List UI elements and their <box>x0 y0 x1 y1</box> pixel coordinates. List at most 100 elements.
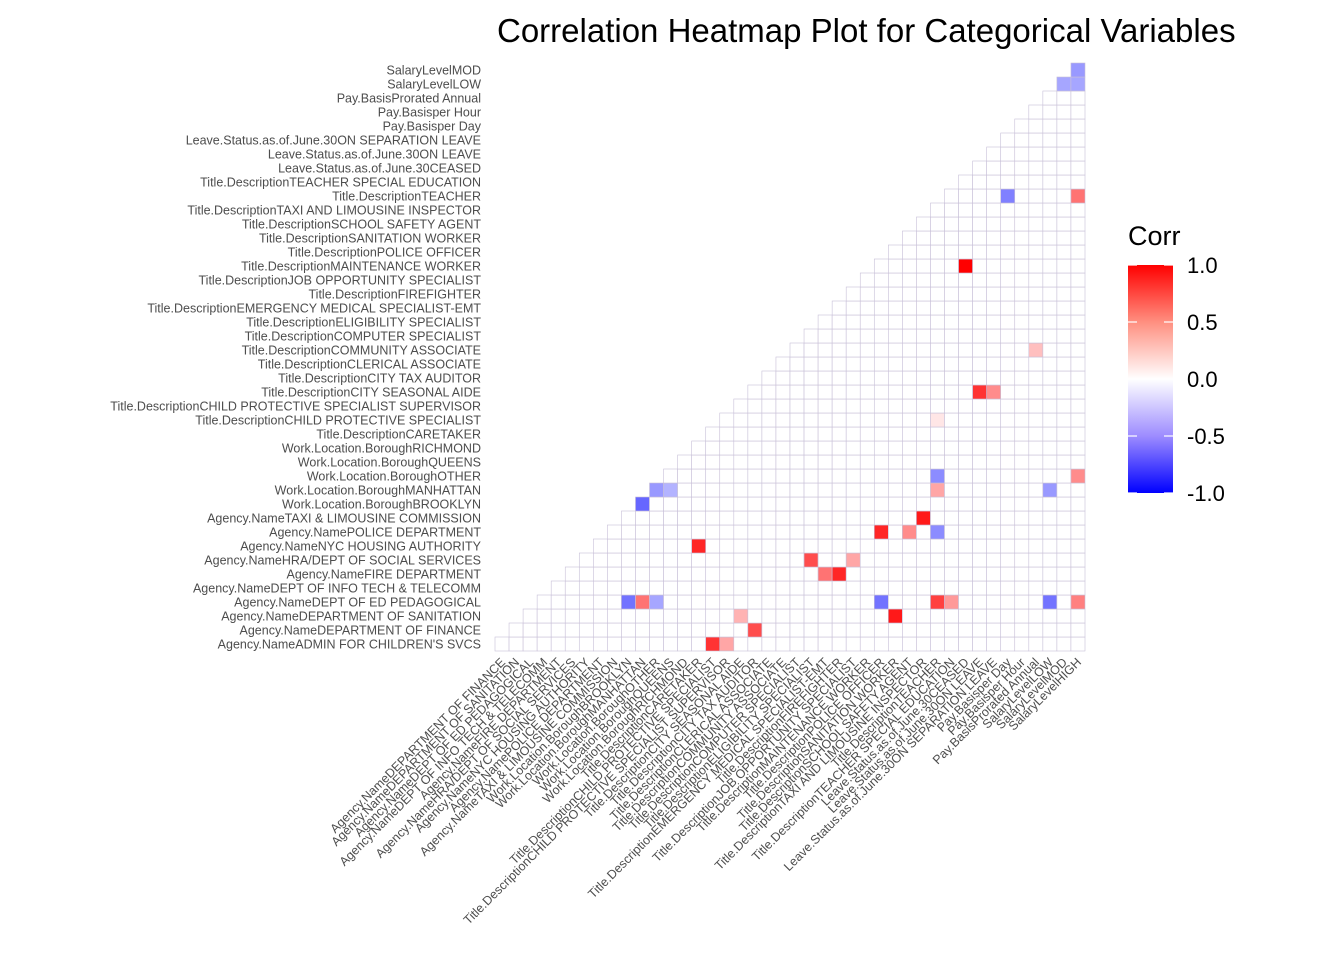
heatmap-cell <box>733 566 749 582</box>
heatmap-cell <box>1014 146 1030 162</box>
heatmap-cell <box>817 580 833 596</box>
heatmap-cell <box>958 608 973 624</box>
heatmap-cell <box>845 356 861 372</box>
heatmap-cell <box>916 636 931 652</box>
heatmap-cell <box>986 370 1002 386</box>
heatmap-cell <box>944 566 959 582</box>
heatmap-cell <box>817 384 833 400</box>
heatmap-cell <box>747 566 763 582</box>
heatmap-cell <box>621 594 636 610</box>
y-tick-label: Title.DescriptionCOMMUNITY ASSOCIATE <box>242 343 481 357</box>
heatmap-cell <box>564 580 580 596</box>
heatmap-cell <box>677 566 692 582</box>
heatmap-cell <box>1056 244 1072 260</box>
heatmap-cell <box>859 622 875 638</box>
heatmap-cell <box>1000 538 1016 554</box>
heatmap-cell <box>663 580 678 596</box>
heatmap-cell <box>1056 426 1072 442</box>
heatmap-cell <box>733 440 749 456</box>
heatmap-cell <box>747 608 763 624</box>
heatmap-cell <box>1070 216 1086 232</box>
heatmap-cell <box>1000 566 1016 582</box>
heatmap-cell <box>775 482 791 498</box>
heatmap-cell <box>705 426 721 442</box>
heatmap-cell <box>930 566 945 582</box>
heatmap-cell <box>845 580 861 596</box>
heatmap-cell <box>803 636 819 652</box>
y-tick-label: Title.DescriptionCLERICAL ASSOCIATE <box>258 357 481 371</box>
heatmap-cell <box>944 496 959 512</box>
heatmap-cell <box>888 342 903 358</box>
heatmap-cell <box>550 594 566 610</box>
heatmap-cell <box>1000 160 1016 176</box>
heatmap-cell <box>789 468 805 484</box>
heatmap-cell <box>691 566 707 582</box>
heatmap-cell <box>747 594 763 610</box>
heatmap-cell <box>1000 524 1016 540</box>
heatmap-cell <box>845 468 861 484</box>
heatmap-cell <box>1042 328 1058 344</box>
heatmap-cell <box>958 552 973 568</box>
heatmap-cell <box>1056 552 1072 568</box>
heatmap-cell <box>1056 594 1072 610</box>
legend-tick-label: -0.5 <box>1187 424 1225 449</box>
y-tick-label: Work.Location.BoroughOTHER <box>307 469 481 483</box>
y-tick-label: Title.DescriptionFIREFIGHTER <box>309 287 481 301</box>
heatmap-cell <box>831 524 847 540</box>
heatmap-cell <box>1000 440 1016 456</box>
heatmap-cell <box>916 272 931 288</box>
heatmap-cell <box>972 188 987 204</box>
heatmap-cell <box>944 216 959 232</box>
heatmap-cell <box>986 496 1002 512</box>
heatmap-cell <box>1070 356 1086 372</box>
heatmap-cell <box>607 524 622 540</box>
heatmap-cell <box>719 496 735 512</box>
heatmap-cell <box>888 440 903 456</box>
heatmap-cell <box>1028 482 1044 498</box>
heatmap-cell <box>761 510 777 526</box>
heatmap-cell <box>1000 314 1016 330</box>
heatmap-cell <box>1014 160 1030 176</box>
heatmap-cell <box>972 566 987 582</box>
y-tick-label: Title.DescriptionEMERGENCY MEDICAL SPECI… <box>147 301 481 315</box>
heatmap-cell <box>803 454 819 470</box>
heatmap-cell <box>1042 342 1058 358</box>
heatmap-cell <box>902 636 917 652</box>
heatmap-cell <box>831 608 847 624</box>
heatmap-cell <box>1000 454 1016 470</box>
heatmap-cell <box>958 244 973 260</box>
heatmap-cell <box>705 454 721 470</box>
heatmap-cell <box>888 286 903 302</box>
heatmap-cell <box>873 636 889 652</box>
heatmap-cells <box>494 62 1086 652</box>
heatmap-cell <box>1000 594 1016 610</box>
heatmap-cell <box>930 608 945 624</box>
heatmap-cell <box>1028 258 1044 274</box>
heatmap-cell <box>663 496 678 512</box>
heatmap-cell <box>831 370 847 386</box>
heatmap-cell <box>986 244 1002 260</box>
y-tick-label: Agency.NameHRA/DEPT OF SOCIAL SERVICES <box>204 553 481 567</box>
heatmap-cell <box>845 566 861 582</box>
heatmap-cell <box>958 342 973 358</box>
heatmap-cell <box>677 482 692 498</box>
heatmap-cell <box>972 538 987 554</box>
heatmap-cell <box>888 356 903 372</box>
heatmap-cell <box>733 398 749 414</box>
y-tick-label: Work.Location.BoroughQUEENS <box>298 455 481 469</box>
heatmap-cell <box>1056 202 1072 218</box>
heatmap-cell <box>1070 174 1086 190</box>
heatmap-cell <box>944 538 959 554</box>
heatmap-cell <box>691 482 707 498</box>
heatmap-cell <box>1070 118 1086 134</box>
heatmap-cell <box>972 370 987 386</box>
heatmap-cell <box>1070 412 1086 428</box>
heatmap-cell <box>719 524 735 540</box>
heatmap-cell <box>845 370 861 386</box>
heatmap-cell <box>733 538 749 554</box>
heatmap-cell <box>1000 342 1016 358</box>
heatmap-cell <box>916 608 931 624</box>
heatmap-cell <box>972 636 987 652</box>
heatmap-cell <box>930 496 945 512</box>
heatmap-cell <box>677 524 692 540</box>
